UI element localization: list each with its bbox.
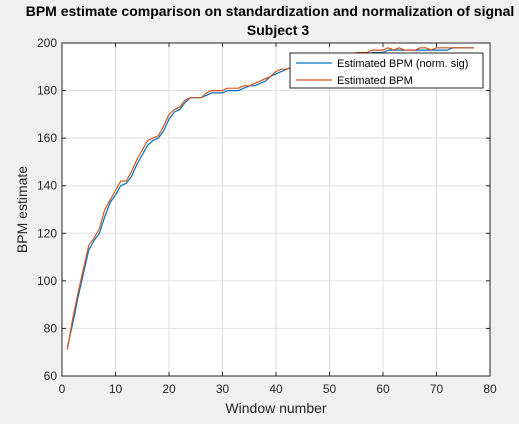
y-tick-label: 60	[44, 369, 58, 383]
x-axis-ticks: 0 10 20 30 40 50 60 70 80	[59, 43, 497, 396]
x-tick-label: 0	[59, 382, 66, 396]
x-tick-label: 20	[162, 382, 176, 396]
y-axis-ticks: 60 80 100 120 140 160 180 200	[37, 36, 490, 383]
x-tick-label: 80	[483, 382, 497, 396]
y-axis-label: BPM estimate	[14, 166, 30, 253]
y-tick-label: 140	[37, 179, 57, 193]
legend-label-estimated: Estimated BPM	[337, 75, 413, 87]
y-tick-label: 80	[44, 321, 58, 335]
x-tick-label: 30	[216, 382, 230, 396]
y-tick-label: 160	[37, 131, 57, 145]
x-tick-label: 70	[430, 382, 444, 396]
x-tick-label: 50	[323, 382, 337, 396]
legend-label-norm-sig: Estimated BPM (norm. sig)	[337, 58, 468, 70]
y-tick-label: 200	[37, 36, 57, 50]
legend-box	[289, 52, 484, 89]
y-tick-label: 100	[37, 274, 57, 288]
y-tick-label: 120	[37, 226, 57, 240]
x-tick-label: 60	[376, 382, 390, 396]
chart-subtitle: Subject 3	[247, 22, 309, 38]
series-lines	[66, 47, 474, 350]
chart-title: BPM estimate comparison on standardizati…	[26, 3, 515, 19]
y-tick-label: 180	[37, 84, 57, 98]
x-axis-label: Window number	[225, 400, 326, 416]
x-tick-label: 10	[109, 382, 123, 396]
series-line-estimated	[66, 47, 474, 350]
x-tick-label: 40	[269, 382, 283, 396]
legend: Estimated BPM (norm. sig) Estimated BPM	[289, 52, 484, 89]
